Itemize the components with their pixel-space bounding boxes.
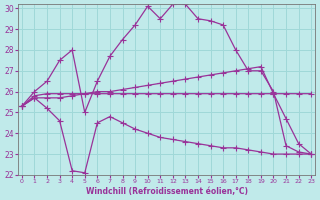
X-axis label: Windchill (Refroidissement éolien,°C): Windchill (Refroidissement éolien,°C) bbox=[85, 187, 248, 196]
